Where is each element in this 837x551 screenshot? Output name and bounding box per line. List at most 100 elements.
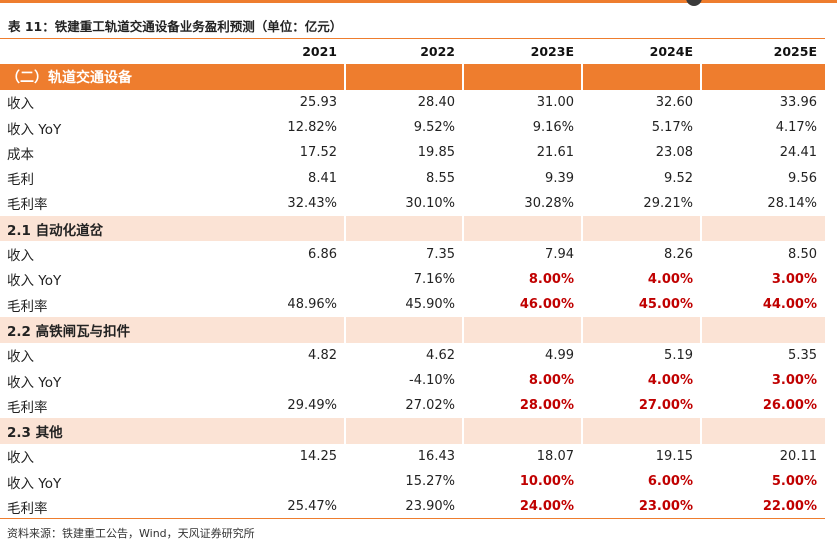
value-cell: 23.00% [638, 499, 693, 515]
value-cell [462, 216, 582, 242]
row-label: 2.2 高铁闸瓦与扣件 [0, 317, 225, 343]
top-accent-line [0, 0, 837, 3]
value-cell: 23.08 [655, 145, 693, 161]
value-cell [462, 64, 582, 90]
table-row: 收入 4.82 4.62 4.99 5.19 5.35 [0, 343, 825, 368]
value-cell [344, 64, 463, 90]
table-row: 收入 6.86 7.35 7.94 8.26 8.50 [0, 241, 825, 266]
row-label: 2.3 其他 [0, 418, 225, 444]
row-label: 收入 YoY [7, 273, 62, 290]
table-row: 收入 YoY 12.82% 9.52% 9.16% 5.17% 4.17% [0, 115, 825, 140]
row-label: 收入 [7, 450, 34, 467]
value-cell: 48.96% [287, 297, 337, 313]
section-row: 2.3 其他 [0, 418, 825, 444]
header-cell: 2025E [773, 44, 817, 60]
value-cell: 29.49% [287, 398, 337, 414]
value-cell: 15.27% [405, 474, 455, 490]
value-cell: 25.47% [287, 499, 337, 515]
value-cell [581, 317, 701, 343]
row-label: 毛利率 [7, 500, 48, 517]
row-label: 毛利率 [7, 298, 48, 315]
value-cell [225, 469, 345, 494]
value-cell: 3.00% [771, 373, 817, 388]
source-note: 资料来源：铁建重工公告，Wind，天风证券研究所 [7, 527, 255, 540]
value-cell: 31.00 [536, 94, 574, 110]
value-cell [700, 418, 825, 444]
value-cell [225, 267, 345, 292]
table-row: 收入 YoY 7.16% 8.00% 4.00% 3.00% [0, 267, 825, 292]
value-cell: 9.39 [545, 170, 574, 186]
page-marker-icon [686, 0, 702, 6]
value-cell: 7.94 [545, 246, 574, 262]
value-cell [462, 418, 582, 444]
value-cell: 19.85 [417, 145, 455, 161]
table-row: 毛利率 25.47% 23.90% 24.00% 23.00% 22.00% [0, 494, 825, 519]
table-row: 收入 25.93 28.40 31.00 32.60 33.96 [0, 90, 825, 115]
value-cell: 45.90% [405, 297, 455, 313]
value-cell: 26.00% [762, 398, 817, 414]
value-cell: 23.90% [405, 499, 455, 515]
value-cell: 28.14% [767, 195, 817, 211]
table-title: 表 11：铁建重工轨道交通设备业务盈利预测（单位：亿元） [8, 19, 343, 34]
value-cell [581, 216, 701, 242]
value-cell: 18.07 [536, 448, 574, 464]
value-cell [344, 418, 463, 444]
value-cell: 9.52% [413, 120, 455, 136]
value-cell [225, 418, 345, 444]
value-cell: 8.00% [528, 271, 574, 287]
value-cell: 17.52 [299, 145, 337, 161]
value-cell: 29.21% [643, 195, 693, 211]
section-row: 2.1 自动化道岔 [0, 216, 825, 242]
value-cell [462, 317, 582, 343]
value-cell: 8.41 [308, 170, 337, 186]
value-cell [225, 368, 345, 393]
table-row: 成本 17.52 19.85 21.61 23.08 24.41 [0, 140, 825, 165]
row-label: 收入 [7, 349, 34, 366]
header-row: 2021 2022 2023E 2024E 2025E [0, 39, 825, 64]
value-cell: 9.52 [664, 170, 693, 186]
forecast-table: 2021 2022 2023E 2024E 2025E （二）轨道交通设备收入 2… [0, 39, 825, 520]
section-row: 2.2 高铁闸瓦与扣件 [0, 317, 825, 343]
row-label: 2.1 自动化道岔 [0, 216, 225, 242]
value-cell [581, 64, 701, 90]
value-cell: 28.00% [519, 398, 574, 414]
value-cell: 5.19 [664, 347, 693, 363]
value-cell: 8.00% [528, 373, 574, 388]
value-cell: 4.00% [647, 373, 693, 388]
value-cell [581, 418, 701, 444]
value-cell: 22.00% [762, 499, 817, 515]
value-cell: 4.82 [308, 347, 337, 363]
header-cell: 2021 [302, 44, 337, 60]
value-cell: 5.00% [771, 474, 817, 490]
value-cell: 25.93 [299, 94, 337, 110]
value-cell: 5.17% [651, 120, 693, 136]
value-cell: 33.96 [779, 94, 817, 110]
value-cell: 19.15 [655, 448, 693, 464]
value-cell: 10.00% [519, 474, 574, 490]
value-cell: 32.43% [287, 195, 337, 211]
header-cell: 2023E [530, 44, 574, 60]
value-cell: 24.41 [779, 145, 817, 161]
value-cell [700, 216, 825, 242]
row-label: 毛利率 [7, 197, 48, 214]
value-cell: 27.02% [405, 398, 455, 414]
value-cell: 45.00% [638, 297, 693, 313]
value-cell [225, 317, 345, 343]
value-cell: 30.28% [524, 195, 574, 211]
value-cell: 46.00% [519, 297, 574, 313]
value-cell: 16.43 [417, 448, 455, 464]
row-label: （二）轨道交通设备 [0, 64, 225, 90]
table-row: 毛利 8.41 8.55 9.39 9.52 9.56 [0, 165, 825, 190]
table-row: 收入 YoY -4.10% 8.00% 4.00% 3.00% [0, 368, 825, 393]
value-cell: 4.17% [775, 120, 817, 136]
value-cell: 8.55 [426, 170, 455, 186]
value-cell: 3.00% [771, 271, 817, 287]
row-label: 收入 YoY [7, 121, 62, 138]
value-cell: 28.40 [417, 94, 455, 110]
value-cell [344, 317, 463, 343]
value-cell: 8.26 [664, 246, 693, 262]
table-row: 毛利率 29.49% 27.02% 28.00% 27.00% 26.00% [0, 393, 825, 418]
value-cell: 4.00% [647, 271, 693, 287]
header-divider [0, 38, 825, 39]
row-label: 毛利率 [7, 399, 48, 416]
